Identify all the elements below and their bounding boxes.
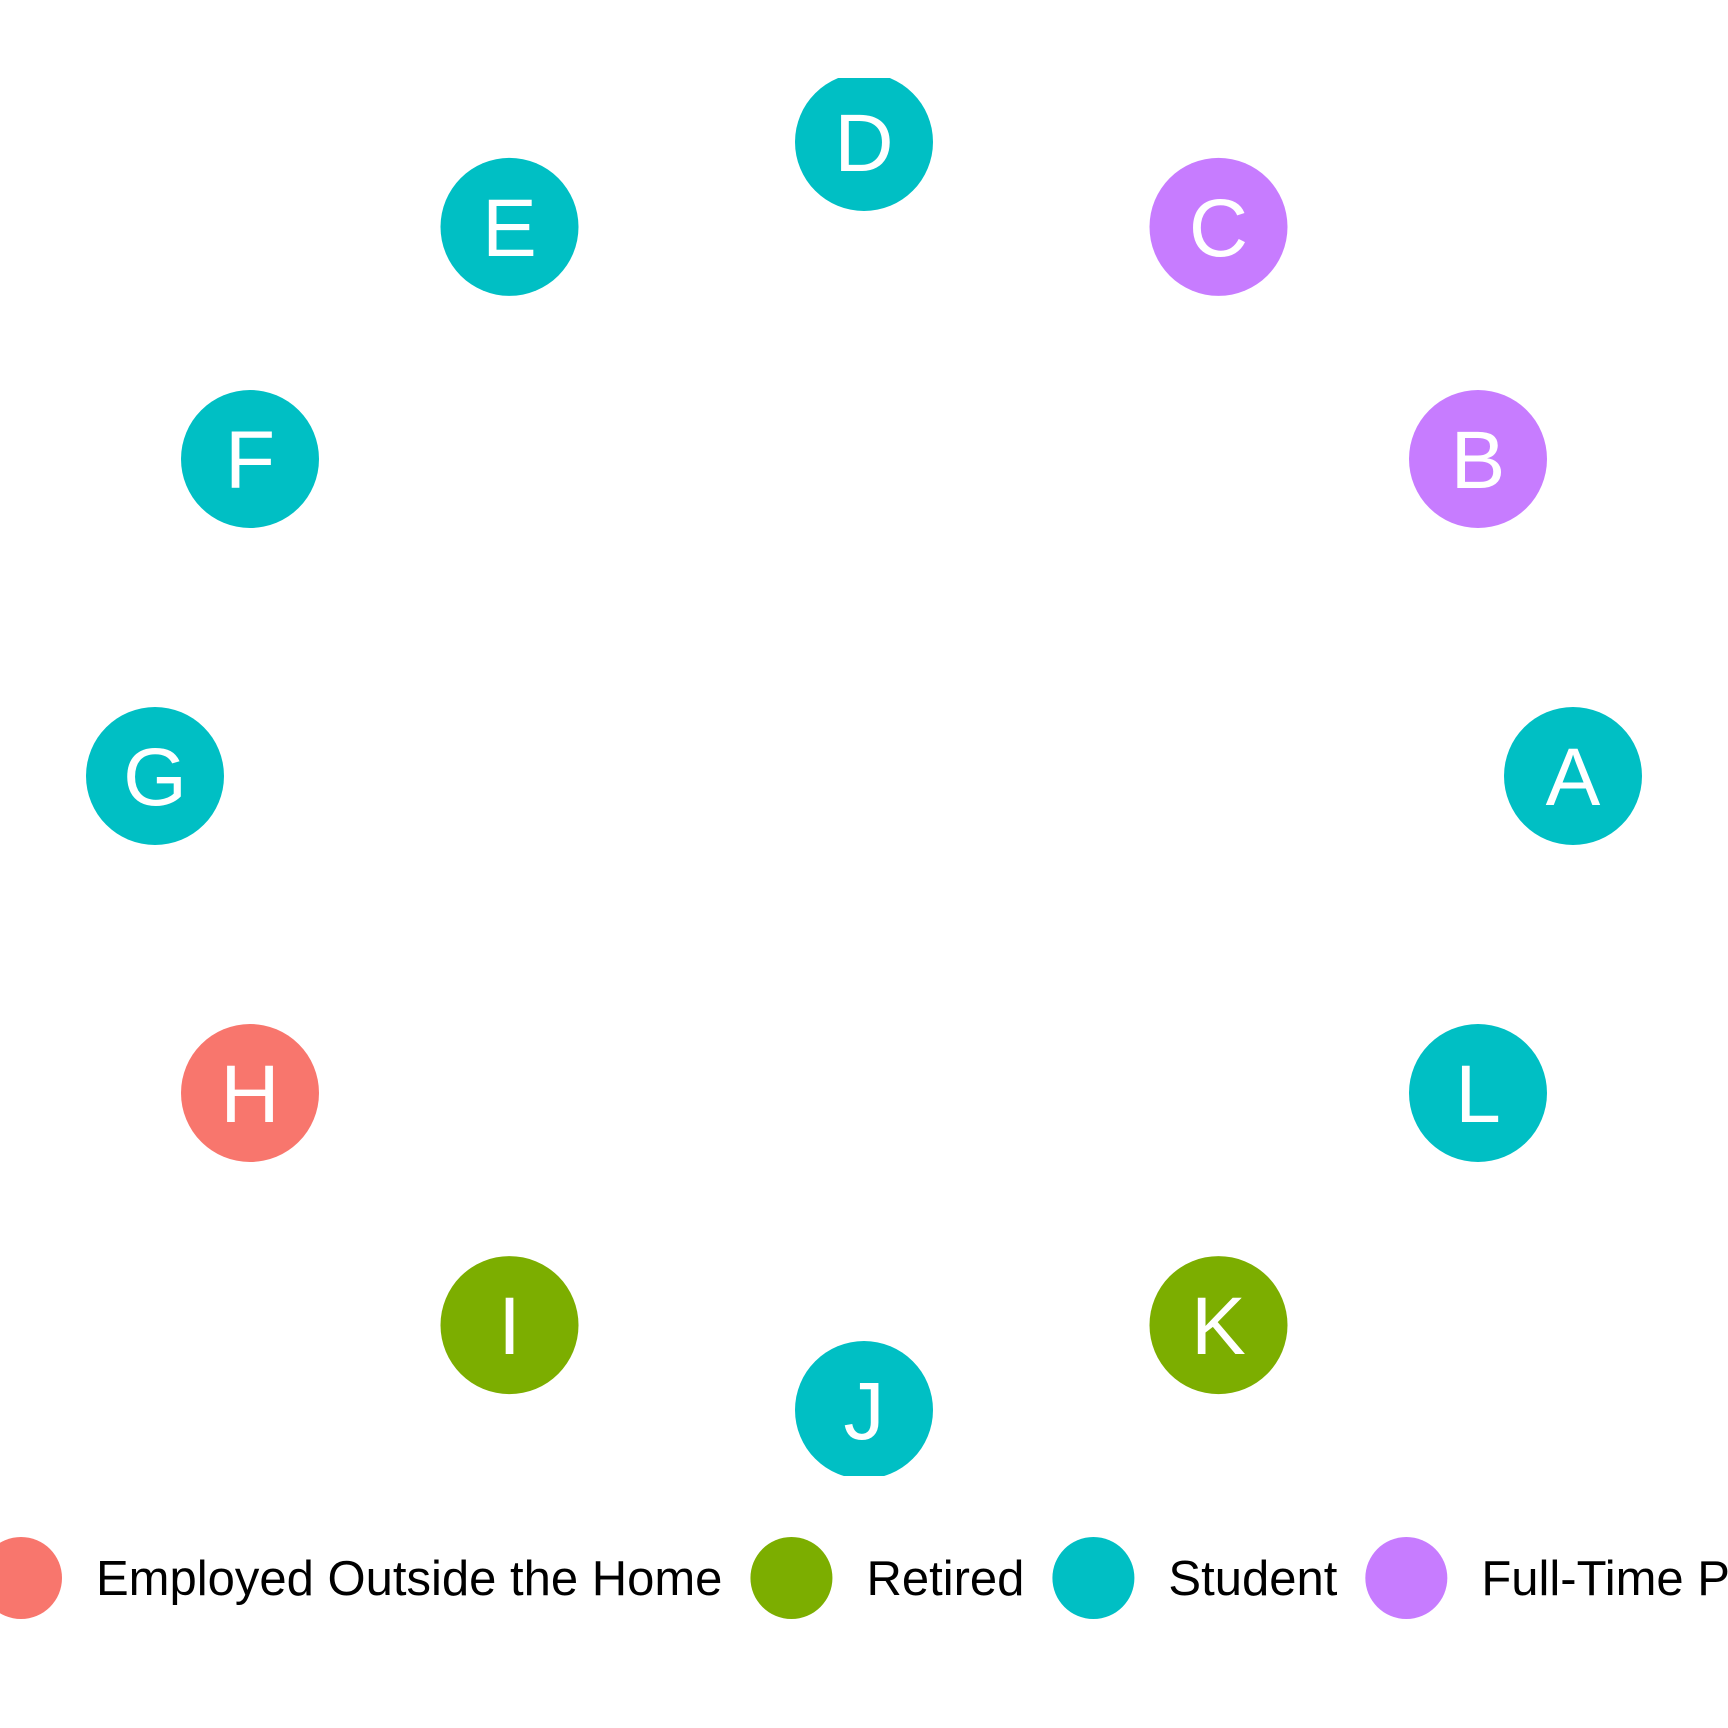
legend-item-employed: Employed Outside the Home: [0, 1537, 722, 1619]
node-k: K: [1149, 1256, 1288, 1395]
legend-label: Full-Time Parent: [1481, 1552, 1728, 1606]
node-circle: [440, 157, 579, 296]
node-circle: [1409, 1024, 1547, 1162]
node-label: F: [225, 415, 275, 506]
node-label: C: [1189, 183, 1248, 274]
node-i: I: [440, 1256, 579, 1395]
node-label: K: [1191, 1281, 1246, 1372]
node-circle: [795, 1341, 933, 1476]
node-label: B: [1451, 415, 1506, 506]
node-label: J: [844, 1366, 885, 1457]
legend-label: Student: [1168, 1552, 1337, 1606]
node-d: D: [795, 78, 933, 211]
node-label: A: [1546, 732, 1601, 823]
legend-key: [1365, 1537, 1448, 1619]
legend: Employed Outside the Home Retired Student F…: [0, 1537, 1728, 1619]
node-circle: [1149, 1256, 1288, 1395]
node-circle: [181, 1024, 319, 1162]
legend-key: [750, 1537, 833, 1619]
legend-label: Employed Outside the Home: [96, 1552, 722, 1606]
node-label: H: [220, 1049, 279, 1140]
node-e: E: [440, 157, 579, 296]
node-circle: [795, 78, 933, 211]
node-f: F: [181, 390, 319, 528]
node-b: B: [1409, 390, 1547, 528]
node-circle: [86, 707, 224, 845]
node-circle: [1504, 707, 1642, 845]
legend-item-student: Student: [1052, 1537, 1338, 1619]
node-label: G: [123, 732, 187, 823]
node-label: E: [482, 183, 537, 274]
node-j: J: [795, 1341, 933, 1476]
node-g: G: [86, 707, 224, 845]
node-label: I: [498, 1281, 521, 1372]
node-l: L: [1409, 1024, 1547, 1162]
legend-item-retired: Retired: [750, 1537, 1024, 1619]
node-label: L: [1455, 1049, 1501, 1140]
node-circle: [440, 1256, 579, 1395]
legend-item-parent: Full-Time Parent: [1365, 1537, 1728, 1619]
node-c: C: [1149, 157, 1288, 296]
node-circle: [181, 390, 319, 528]
legend-key: [0, 1537, 62, 1619]
node-circle: [1149, 157, 1288, 296]
node-circle: [1409, 390, 1547, 528]
legend-key: [1052, 1537, 1135, 1619]
nodes-layer: A B C D E F G H I J K L: [86, 78, 1642, 1476]
node-label: D: [834, 98, 893, 189]
node-h: H: [181, 1024, 319, 1162]
node-a: A: [1504, 707, 1642, 845]
legend-label: Retired: [866, 1552, 1024, 1606]
